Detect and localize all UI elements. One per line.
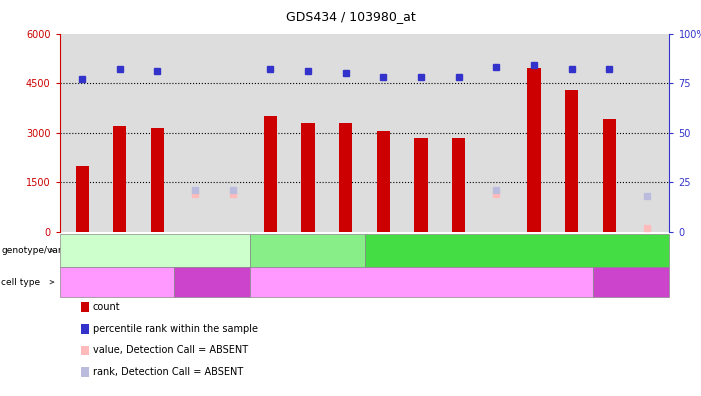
Text: embryonic stem cell: embryonic stem cell bbox=[71, 278, 163, 287]
Bar bbox=[565, 90, 578, 232]
Text: liver: liver bbox=[202, 278, 222, 287]
Bar bbox=[376, 131, 390, 232]
Text: count: count bbox=[93, 302, 120, 312]
Text: control: control bbox=[499, 246, 535, 255]
Text: liver: liver bbox=[621, 278, 641, 287]
Bar bbox=[76, 166, 89, 232]
Text: rank, Detection Call = ABSENT: rank, Detection Call = ABSENT bbox=[93, 367, 243, 377]
Bar bbox=[414, 138, 428, 232]
Text: Abca1 +/-: Abca1 +/- bbox=[129, 246, 181, 255]
Bar bbox=[264, 116, 277, 232]
Text: GDS434 / 103980_at: GDS434 / 103980_at bbox=[285, 10, 416, 23]
Text: Cdk4 +/-: Cdk4 +/- bbox=[285, 246, 330, 255]
Bar bbox=[527, 68, 540, 232]
Text: percentile rank within the sample: percentile rank within the sample bbox=[93, 324, 257, 334]
Bar bbox=[301, 123, 315, 232]
Text: genotype/variation: genotype/variation bbox=[1, 246, 88, 255]
Bar bbox=[151, 128, 164, 232]
Text: cell type: cell type bbox=[1, 278, 41, 287]
Bar bbox=[603, 120, 615, 232]
Text: value, Detection Call = ABSENT: value, Detection Call = ABSENT bbox=[93, 345, 247, 356]
Text: embryonic stem cell: embryonic stem cell bbox=[376, 278, 468, 287]
Bar bbox=[114, 126, 126, 232]
Bar bbox=[452, 138, 465, 232]
Bar bbox=[339, 123, 353, 232]
